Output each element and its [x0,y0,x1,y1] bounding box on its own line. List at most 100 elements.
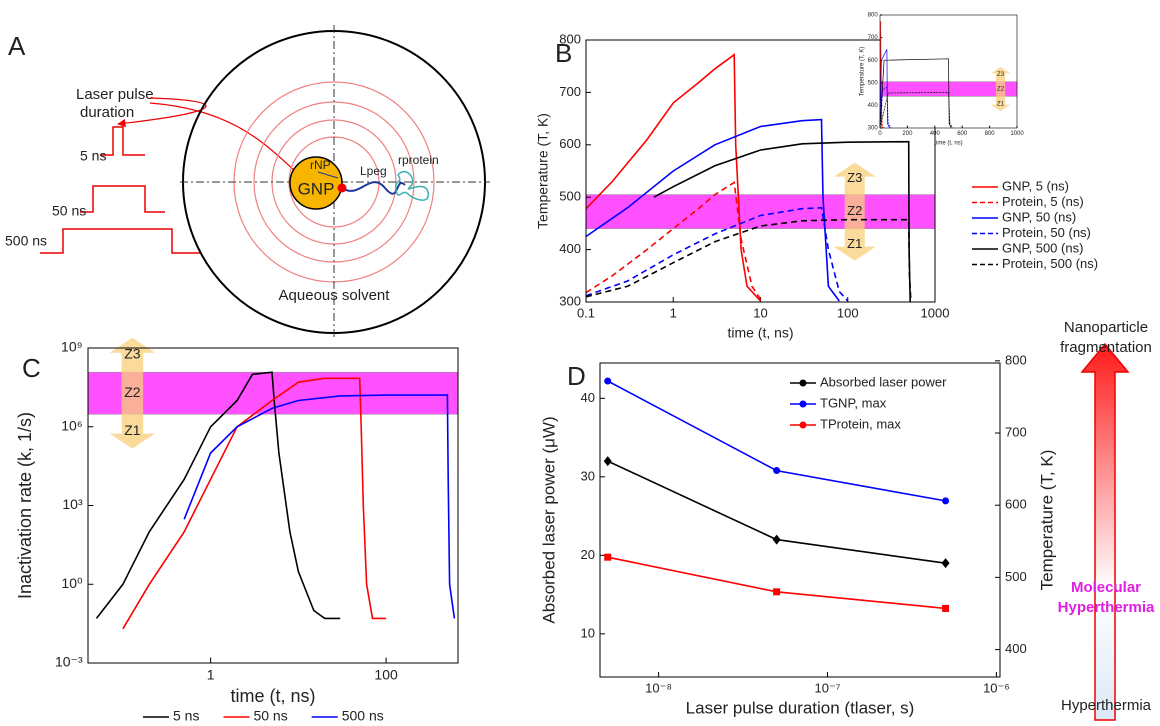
plot-border [599,362,1001,678]
zone-label: Z3 [997,72,1005,78]
series-line [653,140,911,303]
legend-marker [799,379,807,387]
y-tick-label: 300 [559,293,581,308]
panel: Z3 Z2 Z1 0.1 1 10 100 1000 300 400 500 600 700 800 tim… [535,31,1098,340]
plot-frame [586,40,935,302]
arrow-middle: Hyperthermia [1058,599,1155,616]
y-tick-label: 600 [868,58,879,64]
legend-marker [799,400,807,408]
y-tick-label: 10⁶ [61,417,82,433]
x-tick-label: 800 [985,131,996,137]
x-axis-label: time (t, ns) [727,325,793,341]
zone-arrow [990,66,1011,112]
solvent-label: Aqueous solvent [279,287,391,304]
arrow-bottom: Hyperthermia [1061,697,1152,714]
x-tick-label: 0.1 [577,305,595,320]
legend-label: Protein, 5 (ns) [1002,194,1084,209]
x-tick-label: 100 [837,305,859,320]
x-tick-label: 10⁻⁷ [814,680,840,695]
point [772,534,781,545]
x-axis-label: time (t, ns) [934,141,962,147]
y2-tick-label: 400 [1005,641,1027,656]
plot-border [585,39,936,303]
series-line [585,206,849,302]
legend-label: GNP, 50 (ns) [1002,209,1076,224]
legend-label: TProtein, max [820,416,901,431]
y-tick-label: 800 [559,31,581,46]
legend-label: 500 ns [342,708,384,724]
series-line [879,92,953,129]
y-tick-label: 10 [581,625,595,640]
series-line [879,58,952,129]
point [773,467,781,475]
x-tick-label: 10⁻⁶ [983,680,1010,695]
zone-label: Z3 [124,346,141,362]
x-tick-label: 0 [878,131,882,137]
y-axis-label: Absorbed laser power (μW) [539,416,558,623]
y-tick-label: 30 [581,468,595,483]
legend-marker [799,421,807,429]
y-tick-label: 400 [559,241,581,256]
legend-label: Absorbed laser power [820,374,947,389]
arrow-top: Nanoparticle [1064,319,1148,336]
arrow-top: fragmentation [1060,339,1152,356]
y-tick-label: 40 [581,390,595,405]
point [773,588,781,596]
x-tick-label: 1 [670,305,677,320]
pulse-title: Laser pulse [76,86,154,103]
protein [395,170,429,201]
gnp [289,156,343,210]
series-line [879,49,890,129]
plot-frame [600,363,1000,677]
x-axis-label: time (t, ns) [230,686,315,706]
legend-label: GNP, 500 (ns) [1002,240,1083,255]
y2-tick-label: 600 [1005,497,1027,512]
pulse-label: 50 ns [52,203,86,219]
pulse [40,228,200,254]
point [942,497,950,505]
y-tick-label: 10³ [62,496,83,512]
panel-label: C [22,353,41,383]
y-tick-label: 600 [559,136,581,151]
y-tick-label: 300 [868,126,879,132]
y-tick-label: 20 [581,547,595,562]
panel-label: A [8,31,26,61]
panel-label: D [567,361,586,391]
y2-tick-label: 500 [1005,569,1027,584]
x-tick-label: 400 [930,131,941,137]
dim-label: rNP [310,158,331,172]
x-tick-label: 1000 [921,305,950,320]
zone-band [585,194,936,229]
y-axis-label: Temperature (T, K) [535,113,551,229]
y-tick-label: 500 [868,80,879,86]
zone-label: Z1 [124,422,141,438]
y-tick-label: 400 [868,103,879,109]
panel: Z3 Z2 Z1 0 200 400 600 800 1000 300 400 500 600 700 80… [860,13,1025,147]
point [603,456,612,467]
series-line [585,53,762,302]
y2-tick-label: 800 [1005,352,1027,367]
pulse-label: 500 ns [5,233,47,249]
pulse-label: 5 ns [80,148,106,164]
y-axis-label: Inactivation rate (k, 1/s) [15,412,35,599]
panel: Z3 Z2 Z1 1 100 10⁻³ 10⁰ 10³ 10⁶ 10⁹ time (t, ns) In… [15,337,459,724]
x-axis-label: Laser pulse duration (tlaser, s) [686,698,915,717]
point [604,553,612,561]
panel-label: B [555,38,572,68]
series-line [183,394,456,619]
dim-label: Lpeg [360,164,387,178]
y2-axis-label: Temperature (T, K) [1037,450,1056,591]
arrow-middle: Molecular [1071,579,1141,596]
series-line [585,181,762,300]
point [604,377,612,385]
point [941,558,950,569]
y-tick-label: 700 [559,84,581,99]
gnp-label: GNP [298,179,335,198]
zone-arrow [109,337,156,449]
legend-label: GNP, 5 (ns) [1002,178,1069,193]
plot-border [87,347,459,664]
point [942,604,950,612]
x-tick-label: 1000 [1010,131,1024,137]
zone-label: Z2 [997,87,1005,93]
